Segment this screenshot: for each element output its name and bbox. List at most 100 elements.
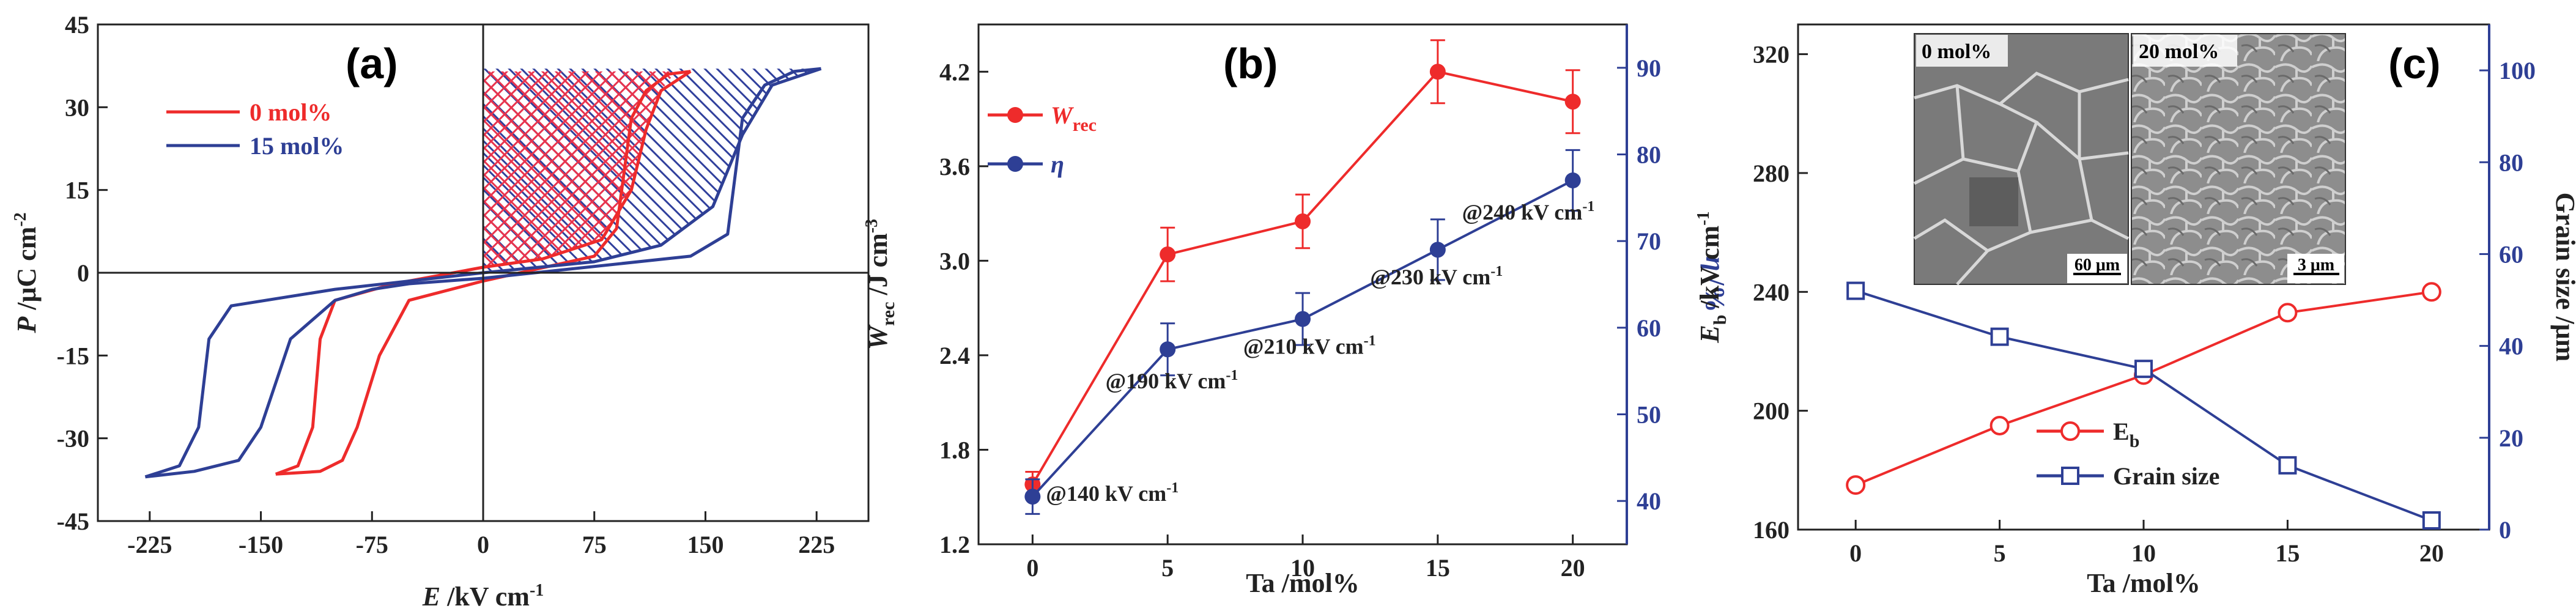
panel-c-x-axis-title: Ta /mol%	[2087, 568, 2200, 598]
sem-inset-20mol: 20 mol% 3 μm	[2131, 33, 2346, 285]
panel-a-x-ticks: -225 -150 -75 0 75 150 225	[127, 511, 835, 558]
panel-c-legend: Eb Grain size	[2037, 418, 2219, 490]
efield-annotation: @230 kV cm-1	[1370, 264, 1503, 289]
data-point-wrec	[1564, 94, 1581, 110]
panel-c-xtick-label: 20	[2419, 539, 2444, 567]
panel-b-left-tick-label: 3.6	[939, 153, 970, 180]
panel-b-left-tick-label: 4.2	[939, 58, 970, 86]
legend-label-eta: η	[1051, 150, 1064, 178]
panel-a-energy-areas	[483, 68, 821, 273]
panel-b-xtick-label: 15	[1426, 554, 1450, 582]
panel-c-right-axis-title: Grain size /μm	[2550, 193, 2576, 362]
sem-label-bg-0mol	[1916, 35, 2008, 67]
panel-b-x-axis-title: Ta /mol%	[1246, 568, 1359, 598]
data-point-eta	[1160, 341, 1176, 358]
legend-marker-eta	[1007, 156, 1023, 172]
legend-label-wrec: Wrec	[1051, 102, 1097, 135]
panel-c-xtick-label: 10	[2131, 539, 2156, 567]
panel-c-right-tick-label: 60	[2499, 240, 2523, 268]
panel-a-xtick-label: -225	[127, 531, 172, 558]
data-point-wrec	[1160, 246, 1176, 263]
panel-b-label: (b)	[1223, 40, 1278, 87]
series-line-eb	[1855, 290, 2432, 486]
legend-label-0mol: 0 mol%	[250, 98, 331, 126]
data-point-eb	[2421, 282, 2441, 302]
panel-a-y-ticks: -45 -30 -15 0 15 30 45	[57, 11, 108, 535]
panel-b: 0 5 10 15 20 1.2 1.8 2.4 3.0 3.6 4.2 40 50 60 70 80 90 @…	[862, 23, 1730, 598]
panel-b-left-tick-label: 1.8	[939, 436, 970, 464]
panel-c-label: (c)	[2388, 40, 2441, 87]
panel-a-y-axis-title: P /μC cm-2	[11, 212, 42, 333]
sem-grain-boundaries-0mol	[1913, 72, 2130, 286]
panel-b-left-tick-label: 2.4	[939, 342, 970, 369]
panel-b-right-tick-label: 40	[1637, 487, 1661, 515]
efield-annotation: @210 kV cm-1	[1243, 333, 1376, 358]
panel-a-xtick-label: 150	[687, 531, 724, 558]
panel-a-xtick-label: 75	[582, 531, 607, 558]
data-point-eb	[1989, 415, 2010, 435]
panel-b-xtick-label: 10	[1290, 554, 1315, 582]
panel-a-xtick-label: 0	[477, 531, 489, 558]
legend-marker-wrec	[1007, 107, 1023, 123]
panel-b-annotations: @140 kV cm-1 @190 kV cm-1@210 kV cm-1 @230…	[1046, 199, 1594, 506]
data-point-eb	[2278, 303, 2298, 323]
data-point-eta	[1564, 172, 1581, 188]
panel-b-frame	[977, 23, 1628, 546]
sem-scalebar-label-0mol: 60 μm	[2074, 256, 2120, 275]
legend-marker-grain-size	[2061, 467, 2079, 485]
sem-dark-grain	[1969, 177, 2018, 226]
panel-b-xtick-label: 0	[1026, 554, 1038, 582]
panel-c-left-tick-label: 200	[1753, 398, 1790, 425]
data-point-grain-size	[2422, 511, 2441, 530]
panel-a-legend: 0 mol% 15 mol%	[166, 98, 344, 160]
panel-a-ytick-label: 30	[65, 94, 89, 121]
data-point-eta	[1429, 242, 1446, 258]
data-point-eb	[1846, 475, 1866, 495]
panel-c-right-tick-label: 100	[2499, 57, 2536, 84]
legend-label-15mol: 15 mol%	[250, 132, 344, 160]
panel-c-xtick-label: 0	[1849, 539, 1862, 567]
panel-b-right-tick-label: 50	[1637, 401, 1661, 429]
panel-b-right-tick-label: 90	[1637, 54, 1661, 82]
panel-b-ticks: 0 5 10 15 20 1.2 1.8 2.4 3.0 3.6 4.2 40 50 60 70 80 90	[939, 54, 1661, 582]
data-point-grain-size	[2278, 456, 2297, 475]
legend-label-eb: Eb	[2113, 418, 2139, 451]
data-point-grain-size	[2134, 360, 2153, 379]
data-point-grain-size	[1990, 327, 2009, 346]
efield-annotation: @140 kV cm-1	[1046, 480, 1179, 506]
panel-a-ytick-label: 15	[65, 177, 89, 204]
panel-c-right-tick-label: 80	[2499, 149, 2523, 176]
panel-c-left-axis-title: Eb /kV cm-1	[1694, 211, 1730, 343]
panel-a-xtick-label: 225	[798, 531, 835, 558]
sem-scalebar-bg-0mol	[2067, 254, 2127, 283]
legend-label-grain-size: Grain size	[2113, 462, 2219, 490]
sem-image-20mol	[2131, 33, 2346, 285]
panel-c-ticks: 0 5 10 15 20 160 200 240 280 320 0 20 40 60 80 100	[1753, 41, 2536, 567]
panel-a-ytick-label: 0	[77, 259, 89, 287]
efield-annotation: @190 kV cm-1	[1106, 368, 1238, 393]
data-point-grain-size	[1846, 281, 1865, 300]
panel-a-ytick-label: -15	[57, 342, 89, 369]
panel-c-left-tick-label: 280	[1753, 160, 1790, 187]
panel-a-ytick-label: -30	[57, 425, 89, 453]
sem-scalebar-label-20mol: 3 μm	[2298, 256, 2334, 275]
panel-b-series	[1024, 39, 1581, 515]
sem-label-20mol: 20 mol%	[2139, 40, 2219, 63]
panel-c-left-tick-label: 160	[1753, 516, 1790, 544]
panel-c-right-tick-label: 40	[2499, 333, 2523, 360]
panel-b-right-tick-label: 60	[1637, 314, 1661, 342]
panel-c-right-tick-label: 20	[2499, 424, 2523, 452]
panel-b-right-tick-label: 70	[1637, 227, 1661, 255]
panel-c-xtick-label: 5	[1994, 539, 2006, 567]
panel-a-x-axis-title: E /kV cm-1	[422, 581, 544, 612]
panel-b-xtick-label: 5	[1161, 554, 1174, 582]
panel-c-xtick-label: 15	[2275, 539, 2300, 567]
efield-annotation: @240 kV cm-1	[1462, 199, 1595, 224]
panel-c-left-tick-label: 240	[1753, 278, 1790, 306]
data-point-eta	[1024, 489, 1041, 505]
panel-b-right-axis-title: η /%	[1700, 256, 1730, 312]
panel-b-xtick-label: 20	[1561, 554, 1585, 582]
panel-b-left-tick-label: 3.0	[939, 247, 970, 275]
panel-c-left-tick-label: 320	[1753, 41, 1790, 68]
